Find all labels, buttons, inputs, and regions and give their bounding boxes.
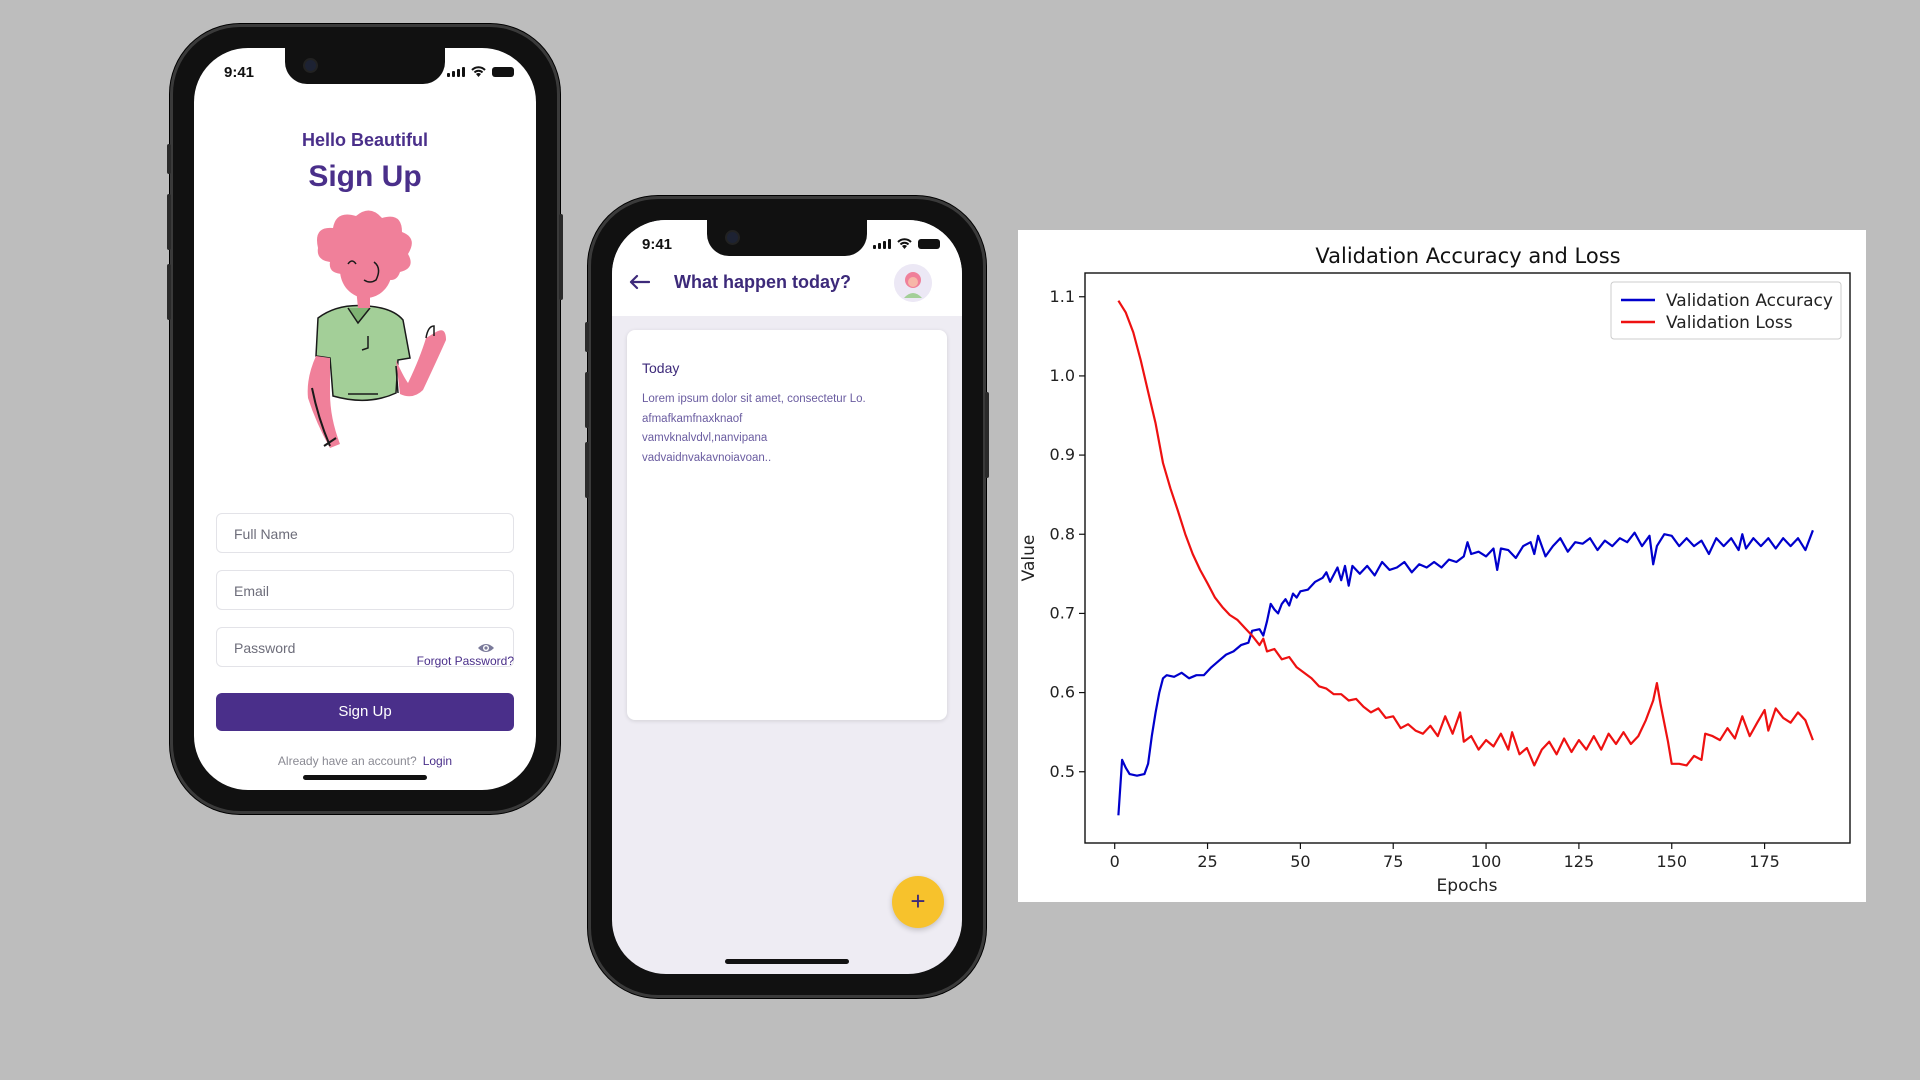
legend-label: Validation Loss <box>1666 313 1793 333</box>
x-tick-label: 150 <box>1656 852 1687 871</box>
x-tick-label: 25 <box>1197 852 1217 871</box>
wifi-icon <box>471 66 486 77</box>
y-tick-label: 1.0 <box>1050 366 1075 385</box>
x-axis: 0 25 50 75 100 125 150 175 <box>1110 843 1780 871</box>
back-arrow-icon[interactable] <box>628 274 650 290</box>
full-name-field[interactable]: Full Name <box>216 513 514 553</box>
add-entry-button[interactable]: + <box>892 876 944 928</box>
x-axis-label: Epochs <box>1437 876 1498 896</box>
y-tick-label: 0.6 <box>1050 683 1075 702</box>
x-tick-label: 75 <box>1383 852 1403 871</box>
card-heading: Today <box>642 360 680 376</box>
signal-icon <box>873 239 891 249</box>
battery-icon <box>918 239 940 249</box>
series-line-accuracy <box>1117 529 1814 816</box>
series-lines <box>1117 300 1814 816</box>
x-tick-label: 100 <box>1471 852 1502 871</box>
email-placeholder: Email <box>234 583 270 599</box>
legend-box <box>1610 281 1842 340</box>
person-illustration <box>307 210 446 448</box>
status-time: 9:41 <box>642 236 673 253</box>
battery-icon <box>492 67 514 77</box>
page-title: Sign Up <box>308 160 422 193</box>
y-tick-label: 0.7 <box>1050 603 1075 622</box>
forgot-password-link[interactable]: Forgot Password? <box>416 654 514 668</box>
legend-label: Validation Accuracy <box>1666 291 1833 311</box>
home-indicator <box>303 775 427 780</box>
wifi-icon <box>897 238 912 249</box>
page-title: What happen today? <box>674 272 851 292</box>
y-axis: 0.5 0.6 0.7 0.8 0.9 1.0 1.1 <box>1050 287 1085 781</box>
greeting-text: Hello Beautiful <box>301 130 428 150</box>
full-name-placeholder: Full Name <box>234 526 298 542</box>
phone-side-button <box>559 214 563 300</box>
login-prompt: Already have an account? Login <box>194 754 536 768</box>
journal-entry-card[interactable]: Today Lorem ipsum dolor sit amet, consec… <box>627 330 947 720</box>
password-placeholder: Password <box>234 640 296 656</box>
phone-notch <box>285 48 445 84</box>
chart-title: Validation Accuracy and Loss <box>1315 244 1620 268</box>
phone-journal-mockup: 9:41 What happen today? Today Lorem ipsu… <box>585 196 989 998</box>
phone-side-button <box>585 322 589 352</box>
y-axis-label: Value <box>1019 535 1039 582</box>
sign-up-button[interactable]: Sign Up <box>216 693 514 731</box>
chart-panel: Validation Accuracy and Loss 0.5 0.6 0.7 0.… <box>1018 230 1866 902</box>
phone-side-button <box>167 264 171 320</box>
x-tick-label: 175 <box>1749 852 1780 871</box>
journal-screen: 9:41 What happen today? Today Lorem ipsu… <box>612 220 962 974</box>
status-bar: 9:41 <box>612 234 962 258</box>
x-tick-label: 125 <box>1564 852 1595 871</box>
signup-screen: 9:41 Hello Beautiful Sign Up <box>194 48 536 790</box>
validation-chart: Validation Accuracy and Loss 0.50.60.70.… <box>1019 244 1851 896</box>
signal-icon <box>447 67 465 77</box>
home-indicator <box>725 959 849 964</box>
status-time: 9:41 <box>224 64 255 81</box>
plot-frame <box>1084 272 1851 844</box>
eye-icon[interactable] <box>477 640 495 656</box>
login-link[interactable]: Login <box>422 754 453 768</box>
already-text: Already have an account? <box>277 754 417 768</box>
y-tick-label: 0.5 <box>1050 762 1075 781</box>
y-tick-label: 0.8 <box>1050 524 1075 543</box>
avatar[interactable] <box>894 264 932 302</box>
email-field[interactable]: Email <box>216 570 514 610</box>
x-tick-label: 50 <box>1290 852 1310 871</box>
camera-icon <box>305 60 316 71</box>
x-tick-label: 0 <box>1110 852 1120 871</box>
password-field[interactable]: Password <box>216 627 514 667</box>
phone-side-button <box>167 194 171 250</box>
phone-side-button <box>167 144 171 174</box>
camera-icon <box>727 232 738 243</box>
phone-signup-mockup: 9:41 Hello Beautiful Sign Up <box>167 24 563 814</box>
phone-side-button <box>585 372 589 428</box>
phone-side-button <box>585 442 589 498</box>
phone-notch <box>707 220 867 256</box>
series-line-loss <box>1117 300 1814 767</box>
card-body-text: Lorem ipsum dolor sit amet, consectetur … <box>642 393 866 464</box>
phone-side-button <box>985 392 989 478</box>
y-tick-label: 1.1 <box>1050 287 1075 306</box>
y-tick-label: 0.9 <box>1050 445 1075 464</box>
status-bar: 9:41 <box>194 62 536 86</box>
